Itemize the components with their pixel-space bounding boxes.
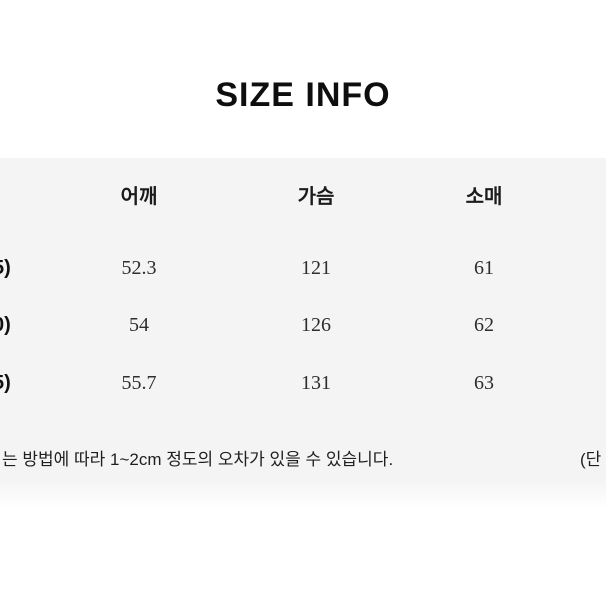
unit-note-clipped: (단 [580,450,602,469]
column-header-shoulder: 어깨 [120,186,158,208]
row-size-label: 5) [0,372,11,394]
column-header-sleeve: 소매 [465,186,503,208]
sleeve-value: 61 [474,257,494,279]
table-header-row: 어깨 가슴 소매 [0,182,606,212]
sleeve-value: 62 [474,314,494,336]
chest-value: 126 [301,314,331,336]
size-table-panel: 어깨 가슴 소매 5) 52.3 121 61 0) 54 126 62 5) … [0,158,606,508]
table-row: 5) 55.7 131 63 [0,368,606,398]
table-row: 0) 54 126 62 [0,310,606,340]
row-size-label: 5) [0,257,11,279]
measurement-tolerance-note: 는 방법에 따라 1~2cm 정도의 오차가 있을 수 있습니다. [2,450,394,469]
chest-value: 121 [301,257,331,279]
page-title: SIZE INFO [215,76,391,114]
table-row: 5) 52.3 121 61 [0,253,606,283]
column-header-chest: 가슴 [297,186,335,208]
sleeve-value: 63 [474,372,494,394]
shoulder-value: 52.3 [121,257,157,279]
row-size-label: 0) [0,314,11,336]
shoulder-value: 54 [129,314,149,336]
chest-value: 131 [301,372,331,394]
shoulder-value: 55.7 [121,372,157,394]
